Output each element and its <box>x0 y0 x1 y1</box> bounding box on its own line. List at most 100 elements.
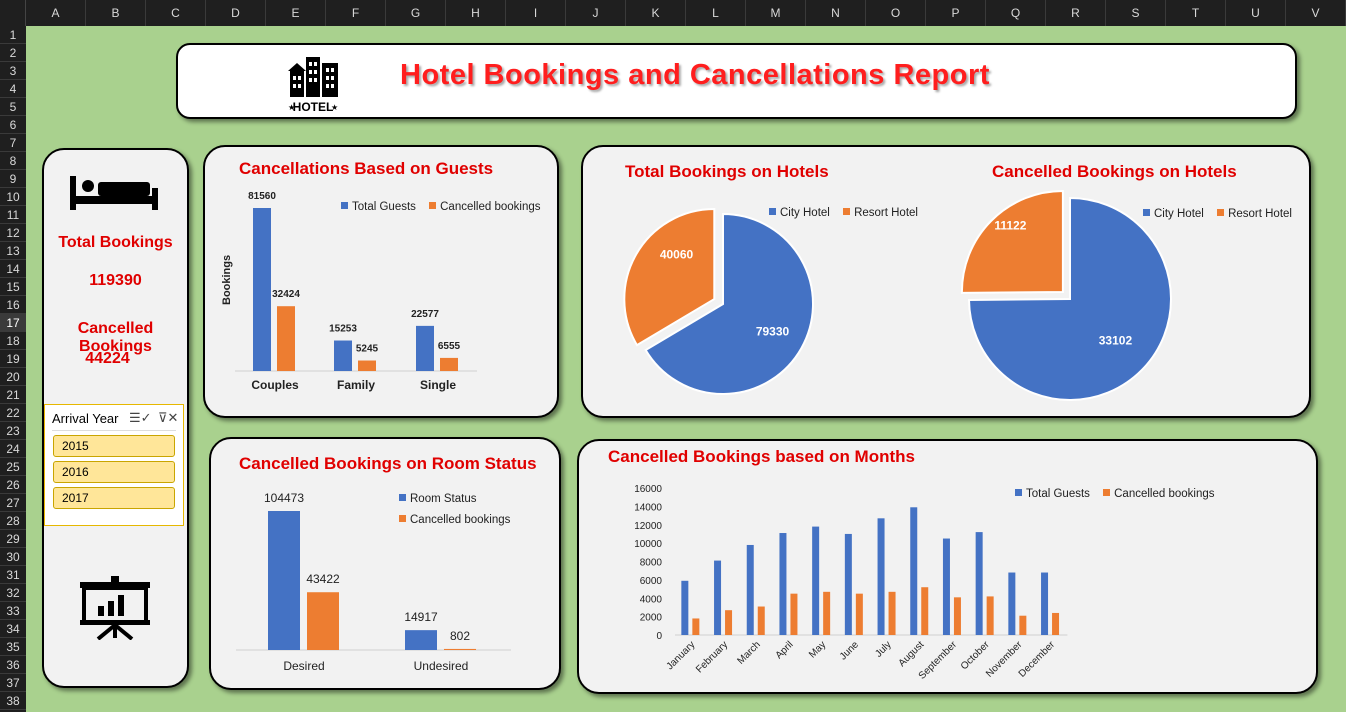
column-header-D[interactable]: D <box>206 0 266 26</box>
row-header-3[interactable]: 3 <box>0 62 26 80</box>
y-tick-label: 10000 <box>634 539 662 550</box>
row-header-16[interactable]: 16 <box>0 296 26 314</box>
row-header-24[interactable]: 24 <box>0 440 26 458</box>
row-header-36[interactable]: 36 <box>0 656 26 674</box>
x-tick-label: February <box>694 639 730 675</box>
row-header-6[interactable]: 6 <box>0 116 26 134</box>
row-header-2[interactable]: 2 <box>0 44 26 62</box>
data-label: 5245 <box>356 344 379 355</box>
column-header-K[interactable]: K <box>626 0 686 26</box>
column-header-G[interactable]: G <box>386 0 446 26</box>
column-header-B[interactable]: B <box>86 0 146 26</box>
row-header-31[interactable]: 31 <box>0 566 26 584</box>
column-header-I[interactable]: I <box>506 0 566 26</box>
slicer-item-2017[interactable]: 2017 <box>53 487 175 509</box>
row-header-37[interactable]: 37 <box>0 674 26 692</box>
column-header-S[interactable]: S <box>1106 0 1166 26</box>
cancelled-hotels-data-label: 33102 <box>1099 333 1133 347</box>
select-all-corner[interactable] <box>0 0 26 26</box>
total-bookings-label: Total Bookings <box>58 234 173 251</box>
column-header-P[interactable]: P <box>926 0 986 26</box>
row-header-34[interactable]: 34 <box>0 620 26 638</box>
row-header-7[interactable]: 7 <box>0 134 26 152</box>
column-header-L[interactable]: L <box>686 0 746 26</box>
column-header-F[interactable]: F <box>326 0 386 26</box>
row-header-33[interactable]: 33 <box>0 602 26 620</box>
column-header-M[interactable]: M <box>746 0 806 26</box>
row-header-35[interactable]: 35 <box>0 638 26 656</box>
column-header-V[interactable]: V <box>1286 0 1346 26</box>
slicer-item-2016[interactable]: 2016 <box>53 461 175 483</box>
row-header-20[interactable]: 20 <box>0 368 26 386</box>
legend-total-guests: Total Guests <box>352 201 416 213</box>
row-header-12[interactable]: 12 <box>0 224 26 242</box>
bar-single-total <box>416 325 434 371</box>
total-hotels-chart-title: Total Bookings on Hotels <box>625 162 829 181</box>
bar-february-cancelled <box>725 610 733 635</box>
row-header-23[interactable]: 23 <box>0 422 26 440</box>
row-header-19[interactable]: 19 <box>0 350 26 368</box>
arrival-year-slicer[interactable]: Arrival Year ☰✓ ⊽✕ 2015 2016 2017 <box>44 404 184 526</box>
row-header-28[interactable]: 28 <box>0 512 26 530</box>
row-header-11[interactable]: 11 <box>0 206 26 224</box>
column-header-C[interactable]: C <box>146 0 206 26</box>
column-header-R[interactable]: R <box>1046 0 1106 26</box>
row-header-15[interactable]: 15 <box>0 278 26 296</box>
row-header-17[interactable]: 17 <box>0 314 26 332</box>
x-tick-label: Desired <box>283 659 324 673</box>
column-header-U[interactable]: U <box>1226 0 1286 26</box>
slicer-item-2015[interactable]: 2015 <box>53 435 175 457</box>
row-header-21[interactable]: 21 <box>0 386 26 404</box>
y-tick-label: 6000 <box>640 576 663 587</box>
x-tick-label: Single <box>420 378 456 392</box>
guests-chart-panel[interactable]: Cancellations Based on Guests Total Gues… <box>203 145 559 418</box>
column-header-J[interactable]: J <box>566 0 626 26</box>
months-chart-panel[interactable]: Cancelled Bookings based on Months Total… <box>577 439 1318 694</box>
column-header-A[interactable]: A <box>26 0 86 26</box>
bar-february-total <box>714 560 722 635</box>
hotels-chart-panel[interactable]: Total Bookings on Hotels Cancelled Booki… <box>581 145 1311 418</box>
row-header-38[interactable]: 38 <box>0 692 26 710</box>
x-tick-label: July <box>873 639 893 659</box>
multi-select-icon[interactable]: ☰✓ <box>129 410 152 425</box>
bar-single-cancelled <box>440 357 458 371</box>
clear-filter-icon[interactable]: ⊽✕ <box>158 410 179 425</box>
legend-resort-hotel: Resort Hotel <box>1228 208 1292 220</box>
row-header-18[interactable]: 18 <box>0 332 26 350</box>
legend-resort-hotel: Resort Hotel <box>854 207 918 219</box>
row-header-29[interactable]: 29 <box>0 530 26 548</box>
y-tick-label: 14000 <box>634 502 662 513</box>
bar-april-cancelled <box>790 593 798 635</box>
cancelled-hotels-slice-resort-hotel <box>960 189 1064 294</box>
row-header-bar: 1 2 3 4 5 6 7 8 9 10 11 12 13 14 15 16 17 18 19 20 21 22 23 24 2… <box>0 26 26 712</box>
column-header-E[interactable]: E <box>266 0 326 26</box>
column-header-Q[interactable]: Q <box>986 0 1046 26</box>
report-title: Hotel Bookings and Cancellations Report <box>400 59 990 91</box>
row-header-13[interactable]: 13 <box>0 242 26 260</box>
data-label: 43422 <box>306 572 340 586</box>
row-header-10[interactable]: 10 <box>0 188 26 206</box>
column-header-O[interactable]: O <box>866 0 926 26</box>
legend-cancelled-bookings: Cancelled bookings <box>1114 488 1215 500</box>
row-header-27[interactable]: 27 <box>0 494 26 512</box>
row-header-14[interactable]: 14 <box>0 260 26 278</box>
column-header-N[interactable]: N <box>806 0 866 26</box>
row-header-8[interactable]: 8 <box>0 152 26 170</box>
months-bar-chart: 0 2000 4000 6000 8000 10000 12000 14000 16000 Jan… <box>634 484 1068 682</box>
bar-may-cancelled <box>823 591 831 635</box>
row-header-4[interactable]: 4 <box>0 80 26 98</box>
row-header-25[interactable]: 25 <box>0 458 26 476</box>
cancelled-hotels-legend: City Hotel Resort Hotel <box>1143 208 1302 220</box>
row-header-26[interactable]: 26 <box>0 476 26 494</box>
row-header-32[interactable]: 32 <box>0 584 26 602</box>
row-header-22[interactable]: 22 <box>0 404 26 422</box>
room-status-chart-panel[interactable]: Cancelled Bookings on Room Status Room S… <box>209 437 561 690</box>
legend-city-hotel: City Hotel <box>1154 208 1204 220</box>
row-header-1[interactable]: 1 <box>0 26 26 44</box>
column-header-T[interactable]: T <box>1166 0 1226 26</box>
row-header-30[interactable]: 30 <box>0 548 26 566</box>
bar-november-total <box>1008 572 1016 635</box>
row-header-9[interactable]: 9 <box>0 170 26 188</box>
column-header-H[interactable]: H <box>446 0 506 26</box>
row-header-5[interactable]: 5 <box>0 98 26 116</box>
